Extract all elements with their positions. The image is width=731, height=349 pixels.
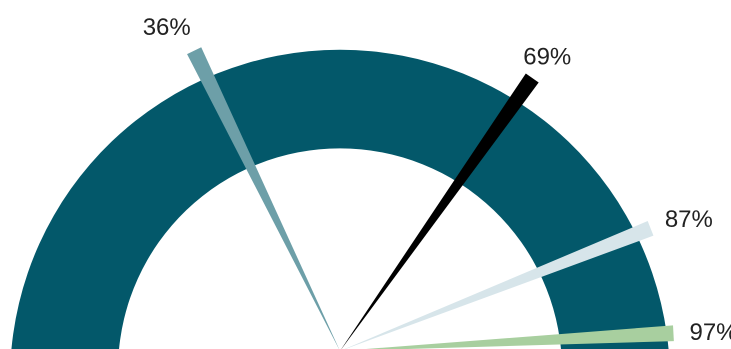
marker-needle-87 [344,221,654,349]
marker-label-69: 69% [523,44,571,71]
gauge-band [11,49,669,349]
marker-needle-36 [187,47,340,349]
marker-label-97: 97% [689,319,731,346]
marker-label-36: 36% [143,14,191,41]
marker-needle-69 [341,73,539,349]
marker-label-87: 87% [665,206,713,233]
marker-needle-97 [365,325,674,349]
gauge-labels: 36% 69% 87% 97% [143,14,731,346]
gauge-needles [187,47,674,349]
